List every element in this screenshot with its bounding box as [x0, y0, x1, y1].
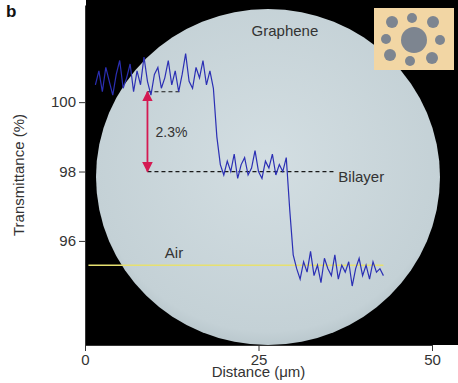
inset-hole — [427, 16, 439, 28]
annotation: Air — [165, 244, 183, 261]
inset-background — [374, 8, 454, 70]
y-axis-title: Transmittance (%) — [10, 114, 27, 236]
inset — [374, 8, 454, 70]
annotation: Bilayer — [338, 168, 384, 185]
y-tick: 98 — [59, 163, 85, 180]
y-axis: 96 98 100 — [51, 6, 86, 346]
reference-line — [88, 264, 383, 266]
y-tick-label: 100 — [51, 93, 76, 110]
inset-hole — [426, 52, 438, 64]
y-tick-mark — [79, 172, 85, 173]
x-tick-label: 0 — [81, 351, 89, 368]
y-tick: 96 — [59, 232, 85, 249]
y-tick-label: 96 — [59, 232, 76, 249]
x-axis-title: Distance (μm) — [212, 363, 306, 380]
arrow-label: 2.3% — [155, 124, 187, 140]
y-tick-mark — [79, 102, 85, 103]
inset-hole — [435, 35, 445, 45]
inset-hole — [386, 16, 398, 28]
inset-hole — [405, 56, 415, 66]
photo-background — [86, 0, 458, 345]
x-tick-label: 50 — [424, 351, 441, 368]
y-tick-label: 98 — [59, 163, 76, 180]
aperture-photo — [96, 9, 440, 345]
panel-label: b — [6, 2, 16, 21]
x-tick: 50 — [424, 345, 441, 368]
arrow — [147, 92, 149, 172]
inset-hole — [381, 34, 391, 44]
annotation: Graphene — [252, 22, 319, 39]
y-tick: 100 — [51, 93, 85, 110]
transmittance-line — [95, 54, 383, 286]
inset-hole — [407, 13, 417, 23]
plot-area — [88, 54, 383, 286]
reference-line — [147, 91, 182, 92]
figure: 2.3%GrapheneBilayerAir025509698100Distan… — [0, 0, 458, 383]
inset-hole — [384, 49, 396, 61]
inset-hole — [401, 27, 427, 53]
x-tick: 0 — [81, 345, 89, 368]
y-tick-mark — [79, 241, 85, 242]
y-axis-line — [85, 6, 86, 346]
reference-line — [147, 171, 334, 172]
